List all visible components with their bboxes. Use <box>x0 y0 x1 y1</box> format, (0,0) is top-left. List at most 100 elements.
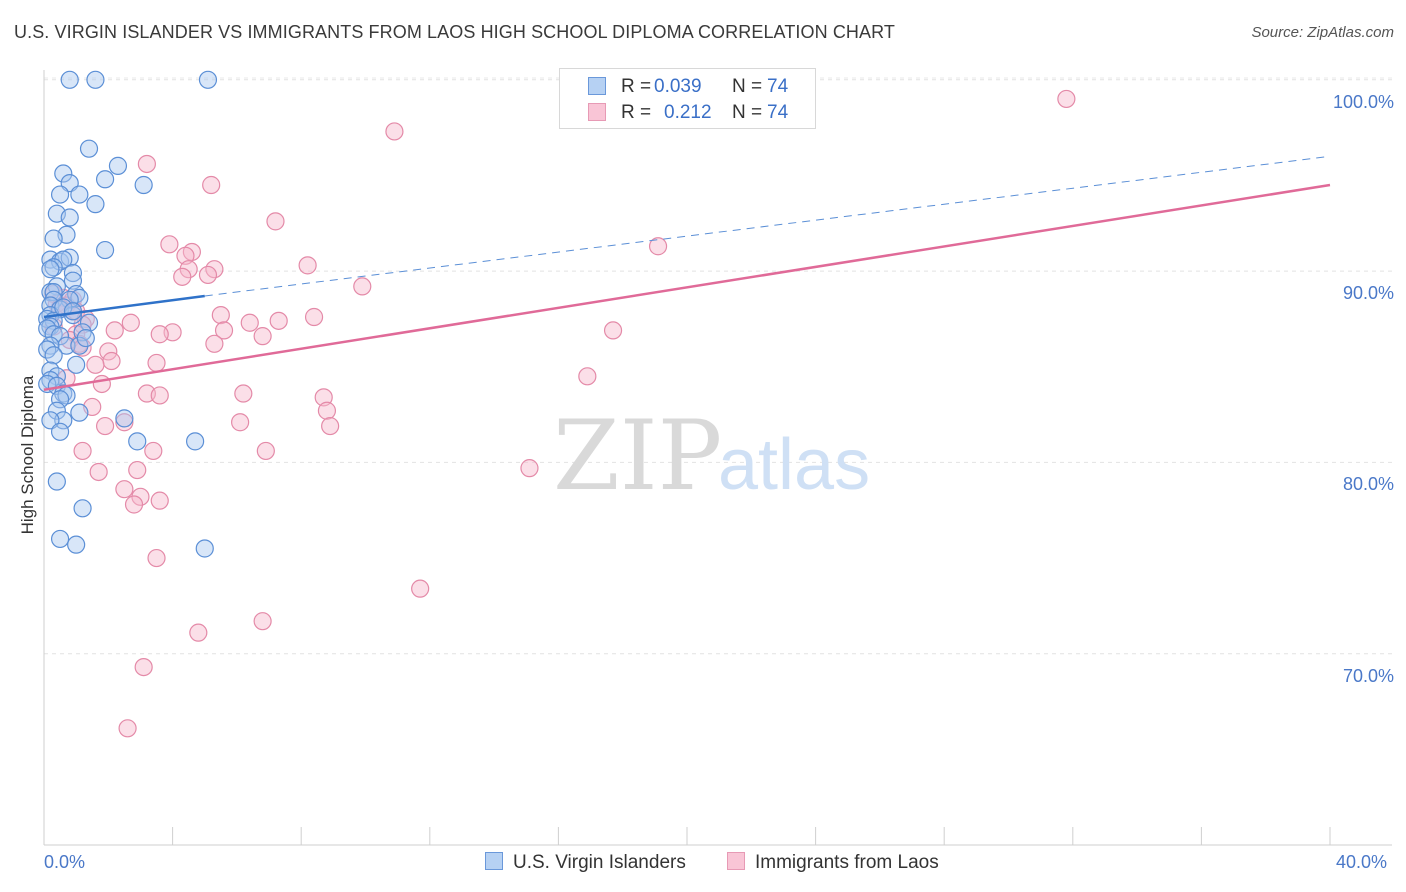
virgin-islander-point <box>54 164 73 183</box>
laos-point <box>160 235 179 254</box>
legend-swatch-blue <box>485 852 503 870</box>
virgin-islander-point <box>50 529 70 549</box>
laos-point <box>648 237 668 256</box>
laos-point <box>73 441 92 461</box>
laos-point <box>115 413 134 432</box>
virgin-islander-point <box>47 472 66 491</box>
virgin-islander-point <box>54 411 73 430</box>
legend-item-laos: Immigrants from Laos <box>727 852 939 874</box>
legend-series-name: U.S. Virgin Islanders <box>513 852 686 873</box>
laos-point <box>128 460 147 480</box>
laos-point <box>253 612 272 631</box>
laos-point <box>266 212 285 231</box>
laos-point <box>240 313 259 332</box>
laos-point <box>317 401 337 420</box>
laos-point <box>211 305 230 325</box>
virgin-islander-point <box>86 70 105 89</box>
x-tick-label-max: 40.0% <box>1336 852 1388 872</box>
virgin-islander-point <box>79 139 99 158</box>
laos-trend-line <box>43 183 1331 391</box>
legend-r-label: R = <box>621 76 652 97</box>
laos-point <box>253 327 272 346</box>
laos-point <box>298 256 317 275</box>
virgin-islander-point <box>73 499 92 518</box>
laos-point <box>173 267 192 286</box>
laos-point <box>92 374 111 394</box>
laos-point <box>269 311 288 330</box>
laos-point <box>121 313 140 332</box>
virgin-islander-point <box>60 208 79 227</box>
laos-point <box>73 315 92 334</box>
laos-point <box>95 416 115 436</box>
legend-n-value: 74 <box>767 76 789 97</box>
virgin-islander-point <box>95 170 115 189</box>
laos-point <box>353 277 372 296</box>
legend-series-name: Immigrants from Laos <box>755 852 939 873</box>
laos-point <box>202 175 221 195</box>
laos-point <box>147 548 166 568</box>
x-tick-label-min: 0.0% <box>44 852 86 872</box>
laos-point <box>256 441 275 461</box>
watermark-atlas: atlas <box>718 425 870 505</box>
virgin-islander-point <box>95 240 115 260</box>
y-tick-label: 90.0% <box>1342 283 1394 304</box>
laos-point <box>231 413 250 432</box>
virgin-islander-point <box>115 409 134 428</box>
virgin-islander-point <box>47 401 66 420</box>
virgin-islander-point <box>67 355 86 374</box>
laos-point <box>205 334 224 353</box>
virgin-islander-point <box>41 260 60 279</box>
laos-point <box>234 384 253 403</box>
virgin-islander-point <box>50 422 70 441</box>
virgin-islander-point <box>198 70 218 89</box>
virgin-islander-point <box>63 263 83 283</box>
laos-point <box>150 325 169 344</box>
laos-point <box>314 388 333 407</box>
y-tick-label: 100.0% <box>1332 91 1394 112</box>
virgin-islander-point <box>186 432 205 451</box>
legend-n-value: 74 <box>767 102 789 123</box>
virgin-islander-point <box>108 156 128 175</box>
virgin-islander-point <box>57 336 76 355</box>
laos-point <box>214 321 234 340</box>
virgin-islander-point <box>67 535 86 554</box>
virgin-islander-point <box>60 70 79 89</box>
laos-point <box>89 462 108 482</box>
laos-point <box>99 342 118 361</box>
laos-point <box>150 386 169 405</box>
virgin-islander-point <box>54 298 73 317</box>
virgin-islander-point <box>54 250 73 269</box>
laos-point <box>137 154 156 174</box>
virgin-islander-point <box>134 175 153 195</box>
legend-swatch-pink <box>588 103 606 121</box>
source-note: Source: ZipAtlas.com <box>1251 24 1394 41</box>
laos-point <box>134 657 153 677</box>
virgin-islander-trend-line <box>43 294 205 319</box>
legend-r-value: 0.212 <box>664 102 712 123</box>
virgin-islander-point <box>54 384 73 403</box>
laos-point <box>118 719 137 738</box>
laos-point <box>176 246 195 265</box>
laos-point <box>147 353 166 373</box>
virgin-islander-point <box>50 327 70 346</box>
virgin-islander-point <box>44 258 63 277</box>
watermark-zip: ZIP <box>553 400 722 512</box>
virgin-islander-point <box>73 323 92 342</box>
laos-point <box>321 416 340 436</box>
virgin-islander-point <box>44 290 63 309</box>
laos-point <box>189 623 208 642</box>
legend-n-label: N = <box>732 76 763 97</box>
virgin-islander-point <box>60 248 79 267</box>
laos-point <box>198 265 218 285</box>
legend-r-value: 0.039 <box>654 76 702 97</box>
laos-point <box>1057 89 1076 109</box>
laos-point <box>86 355 105 374</box>
laos-point <box>115 480 134 499</box>
legend-swatch-blue <box>588 77 606 95</box>
virgin-islander-point <box>63 271 83 290</box>
laos-point <box>578 367 597 386</box>
virgin-islander-point <box>70 185 89 204</box>
watermark: ZIP atlas <box>553 400 870 512</box>
virgin-islander-point <box>44 346 63 365</box>
